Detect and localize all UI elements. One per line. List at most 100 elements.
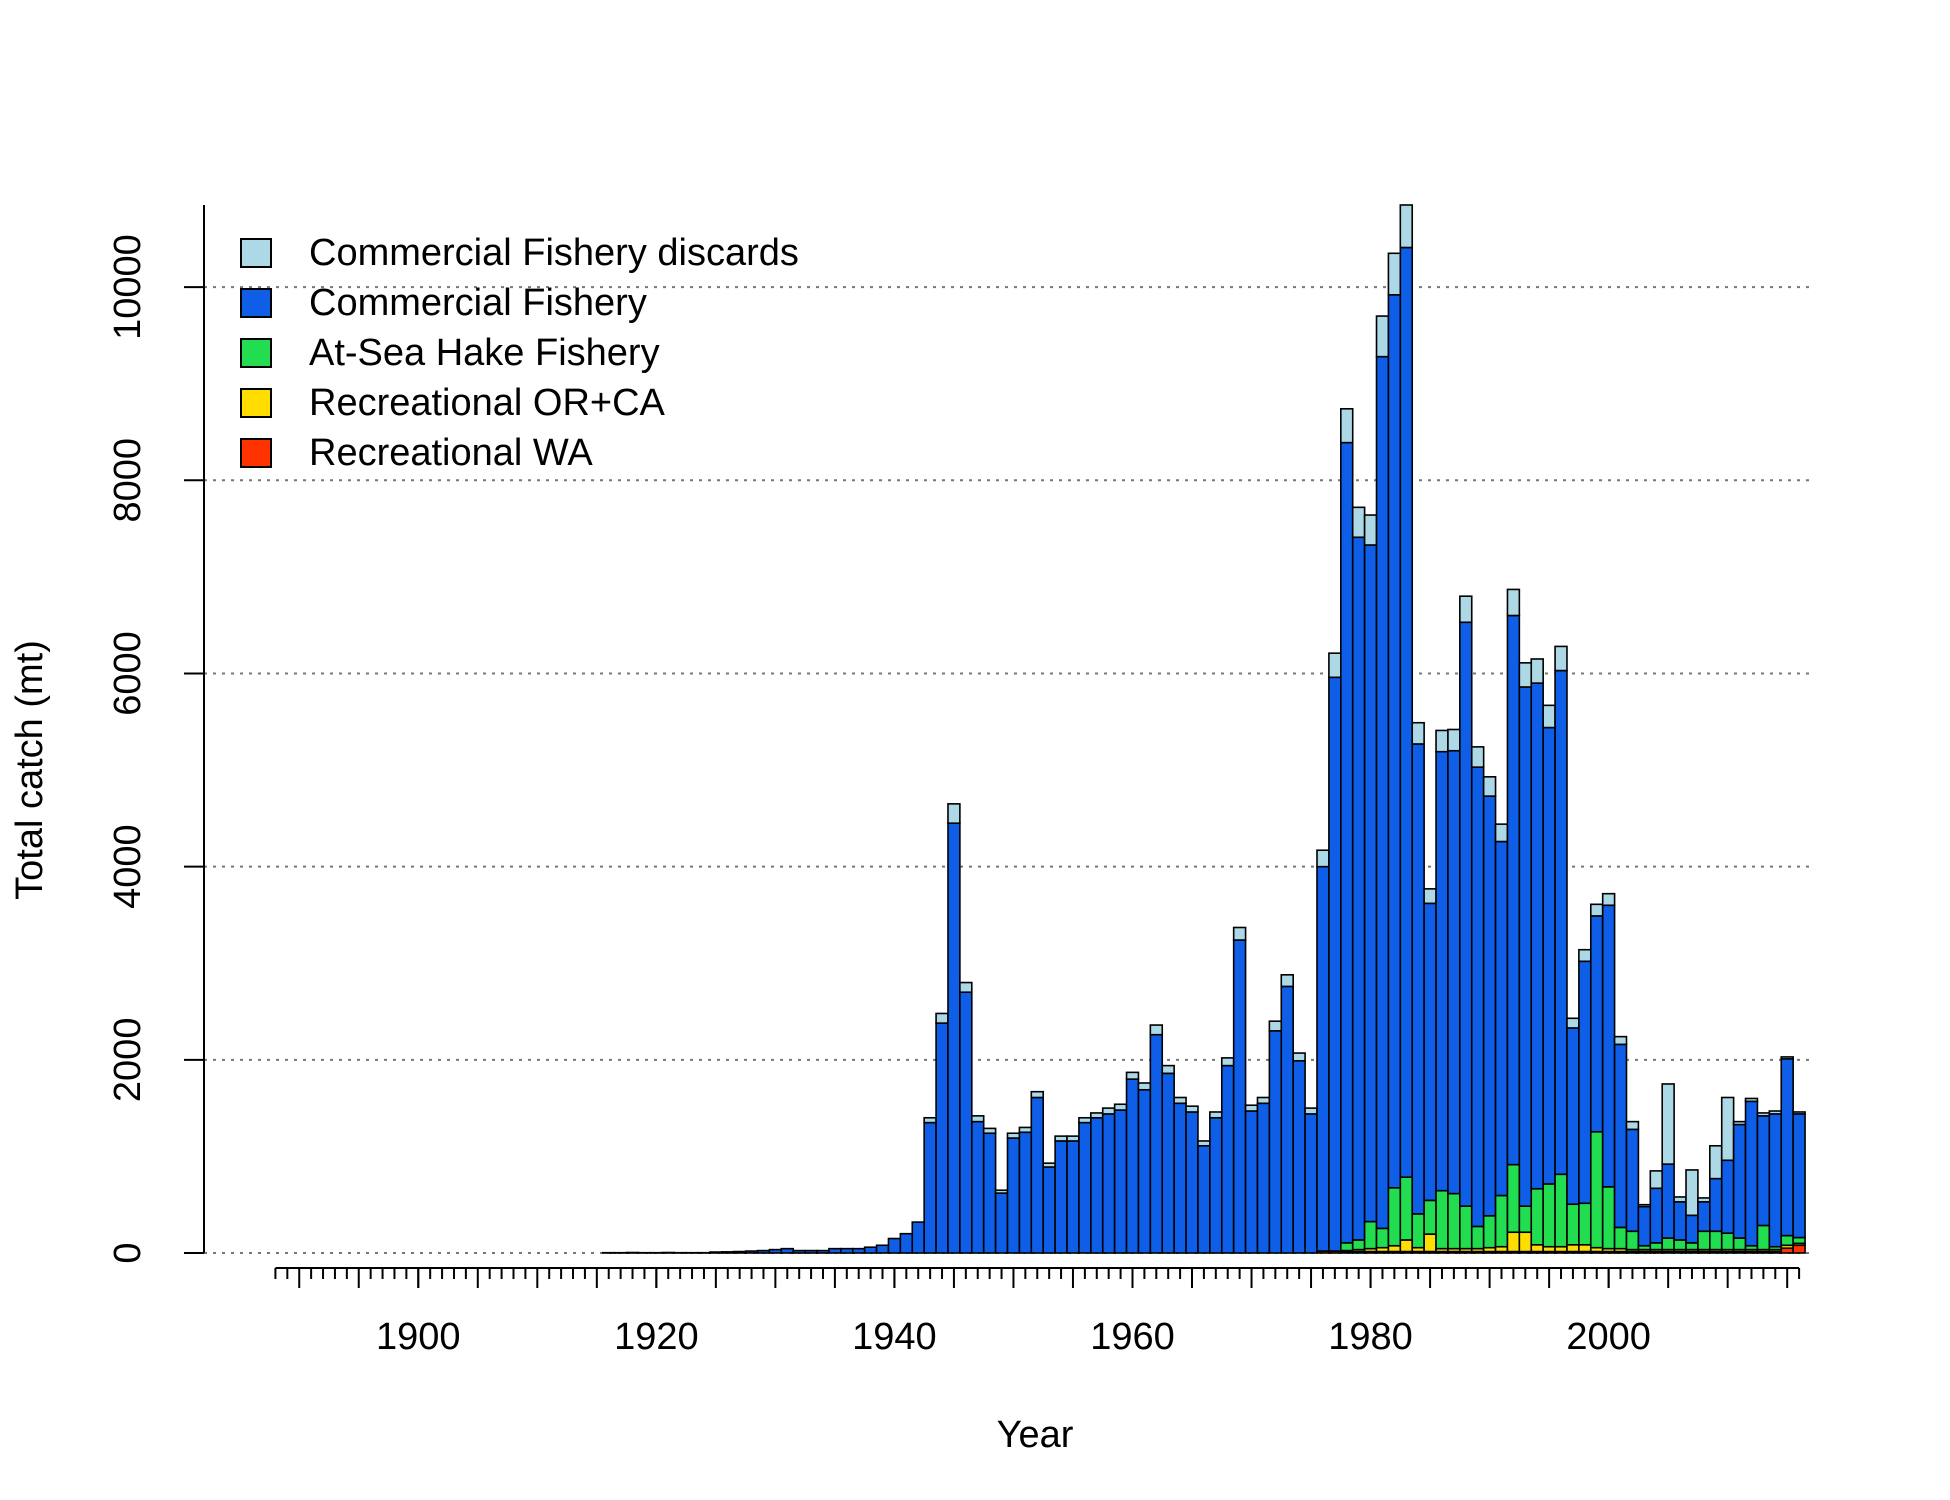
bar-segment bbox=[1494, 823, 1509, 843]
bar-segment bbox=[1506, 614, 1521, 1166]
bar-segment bbox=[1125, 1078, 1140, 1254]
bar-segment bbox=[1006, 1137, 1021, 1254]
bar-segment bbox=[1542, 726, 1556, 1185]
bar-segment bbox=[721, 1251, 735, 1254]
bar-segment bbox=[1435, 729, 1449, 753]
bar-segment bbox=[1649, 1187, 1664, 1244]
bar-segment bbox=[1375, 1227, 1390, 1249]
x-tick-label: 1920 bbox=[614, 1316, 699, 1358]
bar-segment bbox=[899, 1232, 914, 1254]
y-tick-label: 8000 bbox=[107, 438, 149, 523]
bar-segment bbox=[1042, 1162, 1056, 1168]
bar-segment bbox=[1256, 1096, 1271, 1105]
bar-segment bbox=[1042, 1166, 1056, 1254]
bar-segment bbox=[1447, 728, 1461, 752]
bar-segment bbox=[982, 1127, 997, 1135]
bar-segment bbox=[1578, 1243, 1592, 1253]
y-tick-label: 0 bbox=[107, 1242, 149, 1263]
bar-segment bbox=[1673, 1196, 1687, 1203]
bar-segment bbox=[1566, 1243, 1580, 1253]
bar-segment bbox=[1363, 544, 1378, 1223]
bar-segment bbox=[1601, 904, 1616, 1188]
bar-segment bbox=[1530, 1243, 1544, 1253]
x-axis-label: Year bbox=[997, 1414, 1074, 1456]
bar-segment bbox=[1661, 1083, 1675, 1165]
bar-segment bbox=[1482, 795, 1497, 1217]
y-axis-label: Total catch (mt) bbox=[9, 640, 51, 900]
bar-segment bbox=[1661, 1237, 1675, 1251]
bar-segment bbox=[1399, 204, 1414, 249]
bar-segment bbox=[1328, 676, 1342, 1252]
bar-segment bbox=[1387, 1187, 1402, 1247]
bar-segment bbox=[1101, 1113, 1116, 1254]
bar-segment bbox=[959, 991, 973, 1254]
bar-segment bbox=[1423, 1199, 1437, 1235]
bar-segment bbox=[1351, 506, 1366, 539]
bar-segment bbox=[1447, 1192, 1461, 1250]
bar-segment bbox=[1268, 1020, 1283, 1032]
bar-segment bbox=[1566, 1027, 1580, 1206]
bar-segment bbox=[1685, 1169, 1699, 1217]
bar-segment bbox=[1470, 746, 1485, 768]
bar-segment bbox=[804, 1249, 818, 1254]
bar-segment bbox=[1280, 985, 1294, 1254]
bar-segment bbox=[709, 1251, 723, 1254]
bar-segment bbox=[768, 1248, 783, 1254]
bar-segment bbox=[1578, 948, 1592, 963]
legend-swatch bbox=[240, 238, 272, 268]
bar-segment bbox=[828, 1247, 842, 1254]
bar-segment bbox=[1316, 849, 1330, 868]
bar-segment bbox=[1435, 1189, 1449, 1250]
bar-segment bbox=[1566, 1203, 1580, 1246]
bar-segment bbox=[1125, 1071, 1140, 1080]
bar-segment bbox=[1423, 1233, 1437, 1253]
bar-segment bbox=[1244, 1110, 1259, 1254]
bar-segment bbox=[1375, 355, 1390, 1230]
bar-segment bbox=[1459, 595, 1473, 624]
bar-segment bbox=[1554, 645, 1568, 672]
bar-segment bbox=[1090, 1116, 1104, 1254]
bar-segment bbox=[1256, 1102, 1271, 1254]
bar-segment bbox=[1292, 1052, 1306, 1062]
bar-segment bbox=[1792, 1236, 1806, 1245]
bar-segment bbox=[1494, 1194, 1509, 1248]
bar-segment bbox=[1506, 1231, 1521, 1253]
bar-segment bbox=[1673, 1239, 1687, 1251]
bar-segment bbox=[1459, 621, 1473, 1207]
bar-segment bbox=[1149, 1024, 1164, 1036]
bar-segment bbox=[1506, 588, 1521, 617]
bar-segment bbox=[1554, 1173, 1568, 1248]
bar-segment bbox=[1613, 1226, 1628, 1250]
bar-segment bbox=[1411, 743, 1425, 1215]
bar-segment bbox=[1613, 1043, 1628, 1229]
bar-segment bbox=[1113, 1103, 1128, 1111]
bar-segment bbox=[1518, 662, 1533, 688]
bar-segment bbox=[756, 1249, 771, 1254]
bar-segment bbox=[1518, 1205, 1533, 1234]
y-tick-label: 6000 bbox=[107, 631, 149, 716]
x-tick-label: 1900 bbox=[376, 1316, 461, 1358]
bar-segment bbox=[1304, 1113, 1318, 1254]
bar-segment bbox=[1066, 1140, 1080, 1254]
bar-segment bbox=[935, 1012, 949, 1024]
bar-segment bbox=[1411, 1213, 1425, 1249]
bar-segment bbox=[1685, 1242, 1699, 1251]
bar-segment bbox=[1423, 902, 1437, 1202]
legend-swatch bbox=[240, 338, 272, 368]
bar-segment bbox=[1780, 1056, 1794, 1060]
bar-segment bbox=[1292, 1059, 1306, 1254]
legend-label: Recreational WA bbox=[309, 432, 593, 474]
bar-segment bbox=[947, 803, 961, 824]
bar-segment bbox=[1792, 1113, 1806, 1239]
bar-segment bbox=[1530, 1187, 1544, 1246]
bar-segment bbox=[1351, 1239, 1366, 1251]
bar-segment bbox=[1709, 1144, 1723, 1180]
bar-segment bbox=[1792, 1244, 1806, 1254]
bar-segment bbox=[1185, 1111, 1199, 1254]
bar-segment bbox=[1554, 669, 1568, 1176]
bar-segment bbox=[1363, 1220, 1378, 1250]
bar-segment bbox=[1399, 1239, 1414, 1253]
bar-segment bbox=[1387, 252, 1402, 296]
bar-segment bbox=[887, 1237, 902, 1254]
